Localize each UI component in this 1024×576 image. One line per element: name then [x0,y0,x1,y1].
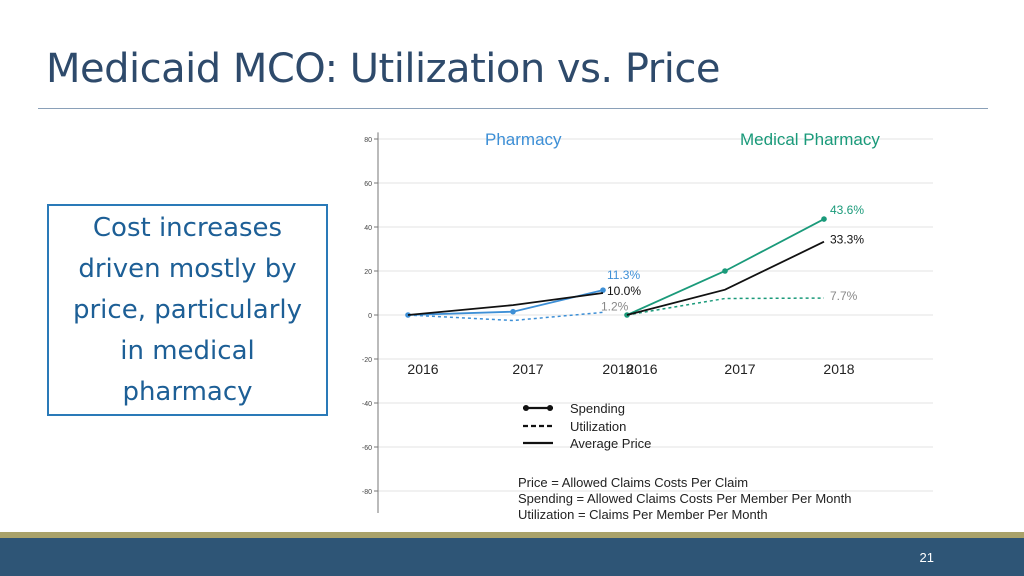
page-number: 21 [919,550,934,565]
legend-marker [523,405,529,411]
spending-point [510,308,516,315]
x-tick-label: 2018 [602,361,633,377]
y-tick-label: -80 [362,489,372,496]
series-line-spending [407,289,604,316]
panel-title: Pharmacy [485,130,562,149]
y-tick-label: 40 [364,225,372,232]
legend-marker [547,405,553,411]
footer-accent-strip [0,532,1024,538]
footnote: Price = Allowed Claims Costs Per Claim [518,475,748,490]
grid-layer [378,138,933,492]
legend: Spending Utilization Average Price [523,401,651,451]
x-tick-label: 2017 [724,361,755,377]
value-label: 11.3% [607,268,640,282]
value-label: 33.3% [830,233,864,247]
legend-label: Spending [570,401,625,416]
title-divider [38,108,988,109]
value-label: 7.7% [830,289,858,303]
callout-box: Cost increases driven mostly by price, p… [47,204,328,416]
footer-bar: 21 [0,538,1024,576]
y-tick-label: 80 [364,137,372,144]
spending-point [600,287,606,293]
y-tick-label: -20 [362,357,372,364]
panel-title: Medical Pharmacy [740,130,880,149]
x-tick-label: 2017 [512,361,543,377]
legend-label: Average Price [570,436,651,451]
slide-title: Medicaid MCO: Utilization vs. Price [46,46,720,92]
spending-point [821,216,827,222]
callout-text: Cost increases driven mostly by price, p… [72,212,302,407]
footnote: Spending = Allowed Claims Costs Per Memb… [518,491,851,506]
value-label: 43.6% [830,203,864,217]
utilization-price-chart: 80 60 40 20 0 -20 -40 -60 -80 Pharmacy 2016 2017 20… [362,130,933,522]
legend-label: Utilization [570,419,626,434]
y-tick-label: 20 [364,269,372,276]
series-layer [405,216,827,322]
series-line-average-price [626,240,825,316]
y-tick-label: 60 [364,181,372,188]
y-tick-label: -40 [362,401,372,408]
value-label: 10.0% [607,284,641,298]
footnote: Utilization = Claims Per Member Per Mont… [518,507,768,522]
x-tick-label: 2016 [407,361,438,377]
value-label: 1.2% [601,299,629,313]
label-layer: Pharmacy 2016 2017 2018 11.3% 10.0%1.2% Medica… [407,130,880,522]
series-line-spending [626,218,825,316]
y-tick-label: -60 [362,445,372,452]
y-axis: 80 60 40 20 0 -20 -40 -60 -80 [362,132,379,513]
x-tick-label: 2018 [823,361,854,377]
y-tick-label: 0 [368,313,372,320]
x-tick-label: 2016 [626,361,657,377]
series-line-average-price [407,292,604,316]
spending-point [722,268,728,274]
